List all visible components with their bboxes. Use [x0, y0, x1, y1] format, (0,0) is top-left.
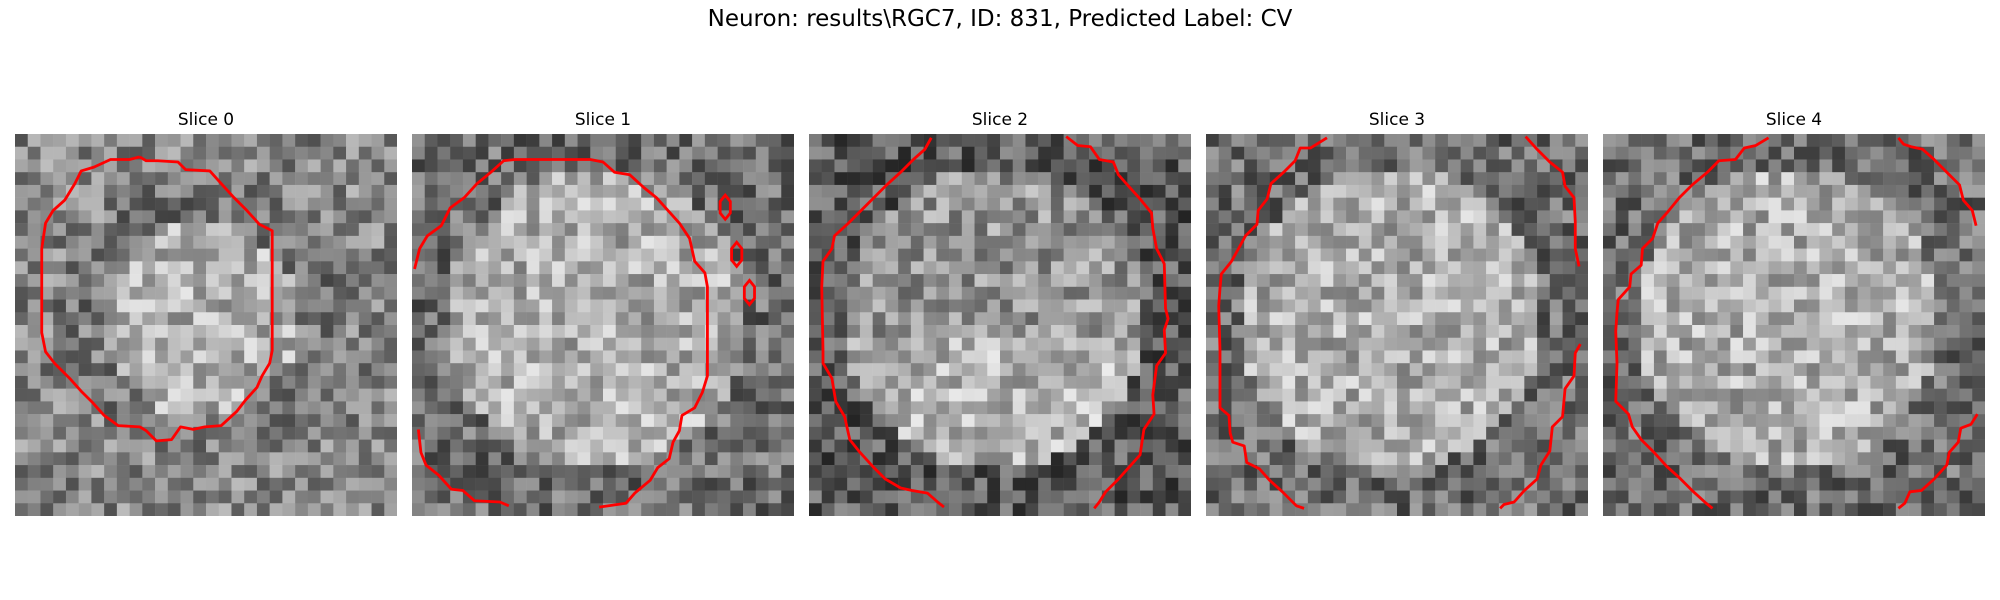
slice-panel-3: Slice 3	[1206, 108, 1588, 516]
slice-title-3: Slice 3	[1368, 110, 1426, 130]
contour-line-3c	[1499, 343, 1582, 510]
contour-line-1	[413, 158, 709, 509]
slice-image-2	[809, 134, 1191, 516]
slice-image-4	[1603, 134, 1985, 516]
contour-blob-1	[718, 192, 732, 222]
contour-line-1b	[416, 429, 510, 508]
contour-blob-3	[742, 278, 756, 307]
contour-line-2	[820, 137, 945, 509]
slice-image-3	[1206, 134, 1588, 516]
figure-title: Neuron: results\RGC7, ID: 831, Predicted…	[707, 6, 1293, 32]
slice-panel-0: Slice 0	[15, 108, 397, 516]
contour-line-2b	[1065, 135, 1170, 510]
contour-line-3b	[1524, 135, 1581, 267]
slice-pixels-1	[412, 134, 794, 516]
slice-pixels-3	[1206, 134, 1588, 516]
contour-blob-2	[730, 239, 744, 269]
slice-pixels-2	[809, 134, 1191, 516]
slice-pixels-0	[15, 134, 397, 516]
contour-line-4c	[1897, 413, 1979, 510]
slice-image-1	[412, 134, 794, 516]
slice-panel-4: Slice 4	[1603, 108, 1985, 516]
slice-pixels-4	[1603, 134, 1985, 516]
contour-line-0	[40, 155, 274, 443]
contour-line-3	[1217, 136, 1328, 510]
contour-line-4	[1614, 136, 1770, 510]
slice-title-1: Slice 1	[574, 110, 632, 130]
slice-title-2: Slice 2	[971, 110, 1029, 130]
slice-panel-2: Slice 2	[809, 108, 1191, 516]
slice-panel-1: Slice 1	[412, 108, 794, 516]
contour-line-4b	[1897, 136, 1978, 227]
slice-title-0: Slice 0	[177, 110, 235, 130]
slice-image-0	[15, 134, 397, 516]
slice-title-4: Slice 4	[1765, 110, 1823, 130]
